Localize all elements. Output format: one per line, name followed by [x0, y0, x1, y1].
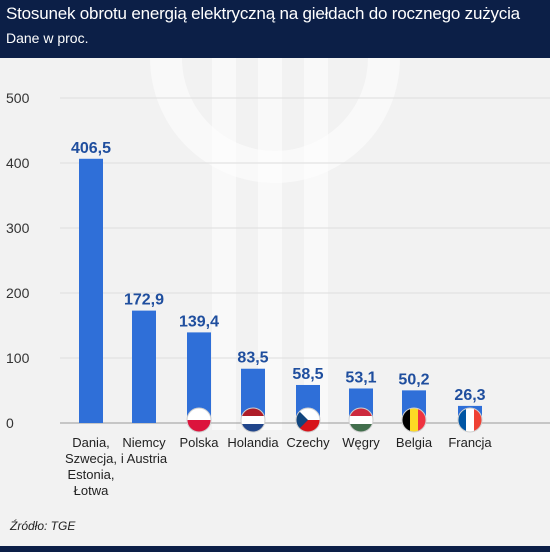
poland-flag-icon [187, 408, 211, 432]
flag-triangle [296, 408, 308, 432]
flag-border [457, 407, 483, 433]
x-tick-label: Francja [448, 435, 492, 450]
flag-stripe [241, 416, 265, 424]
flag-stripe [241, 424, 265, 432]
flag-stripe [466, 408, 474, 432]
y-tick-label: 100 [6, 350, 30, 366]
flag-stripe [349, 416, 373, 424]
flag-stripe [418, 408, 426, 432]
chart-subtitle: Dane w proc. [6, 30, 89, 46]
y-tick-label: 200 [6, 285, 30, 301]
flag-stripe [458, 408, 466, 432]
flag-stripe [402, 408, 410, 432]
watermark-bar [258, 58, 282, 430]
belgium-flag-icon [402, 408, 426, 432]
flag-stripe [349, 408, 373, 416]
footer-line [0, 546, 550, 552]
x-tick-label: Polska [179, 435, 219, 450]
flag-stripe [410, 408, 418, 432]
flag-stripe [187, 408, 211, 420]
flag-stripe [187, 420, 211, 432]
data-label: 406,5 [71, 140, 111, 157]
y-tick-label: 0 [6, 415, 14, 431]
watermark-bar [304, 58, 328, 430]
watermark-logo [150, 58, 400, 430]
flag-border [401, 407, 427, 433]
x-tick-label: Niemcy [122, 435, 166, 450]
data-label: 58,5 [292, 366, 323, 383]
y-tick-label: 400 [6, 155, 30, 171]
header-banner: Stosunek obrotu energią elektryczną na g… [0, 0, 550, 58]
flag-stripe [241, 408, 265, 416]
x-tick-label: Szwecja, [65, 451, 117, 466]
x-tick-label: Węgry [342, 435, 380, 450]
x-tick-label: Dania, [72, 435, 110, 450]
data-label: 83,5 [237, 350, 268, 367]
netherlands-flag-icon [241, 408, 265, 432]
flag-stripe [349, 424, 373, 432]
x-tick-label: Holandia [227, 435, 279, 450]
data-label: 26,3 [454, 387, 485, 404]
flag-stripe [474, 408, 482, 432]
data-label: 50,2 [398, 371, 429, 388]
bar [132, 310, 156, 423]
watermark-bar [212, 58, 236, 430]
x-tick-label: Łotwa [74, 483, 109, 498]
data-label: 139,4 [179, 313, 219, 330]
flag-border [240, 407, 266, 433]
y-tick-label: 300 [6, 220, 30, 236]
bar [79, 158, 103, 423]
czech-flag-icon [296, 408, 320, 432]
y-tick-label: 500 [6, 90, 30, 106]
flag-border [295, 407, 321, 433]
chart-title: Stosunek obrotu energią elektryczną na g… [6, 4, 520, 23]
x-tick-label: i Austria [121, 451, 168, 466]
x-tick-label: Belgia [396, 435, 433, 450]
x-tick-label: Czechy [286, 435, 330, 450]
france-flag-icon [458, 408, 482, 432]
flag-border [186, 407, 212, 433]
hungary-flag-icon [349, 408, 373, 432]
source-note: Źródło: TGE [10, 519, 76, 533]
x-tick-label: Estonia, [68, 467, 115, 482]
data-label: 172,9 [124, 292, 164, 309]
data-label: 53,1 [345, 369, 376, 386]
flag-border [348, 407, 374, 433]
